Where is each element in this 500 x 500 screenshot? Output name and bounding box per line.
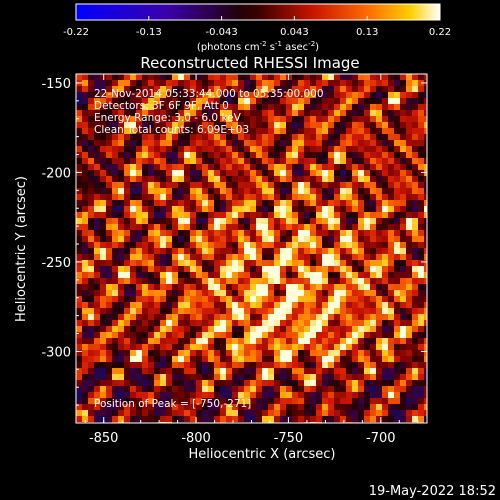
- info-clean-counts: Clean Total counts: 6.09E+03: [94, 124, 249, 136]
- info-time-range: 22-Nov-2014 05:33:44.000 to 05:35:00.000: [94, 88, 324, 100]
- y-axis: -150 -200 -250 -300: [41, 77, 427, 424]
- info-detectors: Detectors: 3F 6F 9F, Att 0: [94, 100, 229, 112]
- x-tick-label: -850: [89, 431, 119, 446]
- colorbar-tick-label: -0.043: [205, 27, 237, 38]
- colorbar-ticks: -0.22 -0.13 -0.043 0.043 0.13 0.22: [63, 16, 451, 38]
- colorbar-tick-label: -0.22: [63, 27, 89, 38]
- x-tick-label: -750: [274, 431, 304, 446]
- x-tick-label: -800: [181, 431, 211, 446]
- colorbar-tick-label: -0.13: [136, 27, 162, 38]
- observation-info: 22-Nov-2014 05:33:44.000 to 05:35:00.000…: [94, 88, 324, 136]
- y-tick-label: -200: [41, 166, 71, 181]
- rhessi-image: [76, 74, 427, 423]
- colorbar-unit-label: (photons cm-2 s-1 asec-2): [197, 40, 319, 53]
- x-axis: -850 -800 -750 -700: [84, 74, 419, 446]
- colorbar: -0.22 -0.13 -0.043 0.043 0.13 0.22 (photons c…: [63, 3, 451, 53]
- peak-position-label: Position of Peak = [-750,-271]: [94, 398, 251, 410]
- x-axis-label: Heliocentric X (arcsec): [189, 447, 336, 462]
- x-tick-label: -700: [366, 431, 396, 446]
- colorbar-gradient: [75, 3, 441, 21]
- y-axis-label: Heliocentric Y (arcsec): [14, 176, 29, 322]
- colorbar-tick-label: 0.22: [429, 27, 451, 38]
- plot-title: Reconstructed RHESSI Image: [140, 54, 359, 72]
- y-tick-label: -150: [41, 77, 71, 92]
- footer-timestamp: 19-May-2022 18:52: [369, 484, 496, 499]
- y-tick-label: -250: [41, 256, 71, 271]
- y-tick-label: -300: [41, 345, 71, 360]
- colorbar-tick-label: 0.13: [356, 27, 378, 38]
- colorbar-tick-label: 0.043: [280, 27, 309, 38]
- info-energy-range: Energy Range: 3.0 - 6.0 keV: [94, 112, 242, 124]
